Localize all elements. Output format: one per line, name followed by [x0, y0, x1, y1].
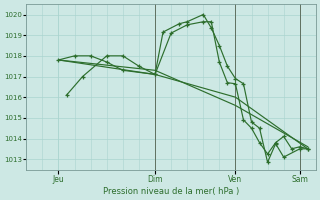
X-axis label: Pression niveau de la mer( hPa ): Pression niveau de la mer( hPa ) [103, 187, 239, 196]
